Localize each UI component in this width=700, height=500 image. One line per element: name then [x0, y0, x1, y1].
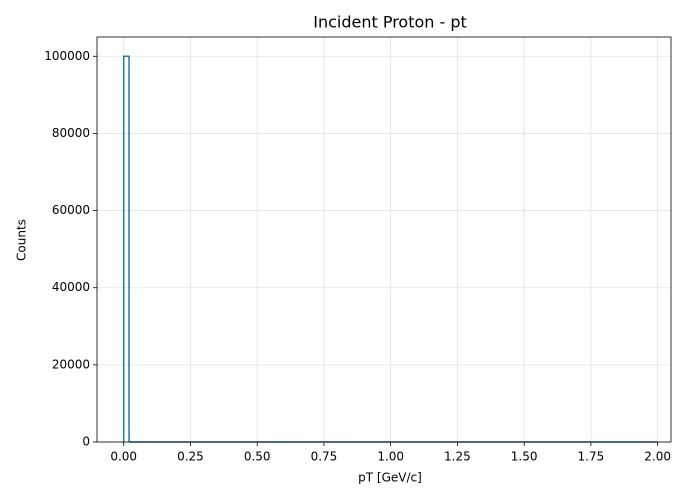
y-tick-label: 60000	[52, 203, 90, 217]
x-tick-label: 1.50	[511, 450, 538, 464]
x-tick-label: 0.00	[110, 450, 137, 464]
plot-frame	[96, 36, 672, 443]
x-tick-label: 1.00	[377, 450, 404, 464]
y-tick-label: 20000	[52, 357, 90, 371]
x-tick-label: 0.75	[311, 450, 338, 464]
x-axis-label: pT [GeV/c]	[358, 471, 422, 485]
x-tick-label: 1.25	[444, 450, 471, 464]
x-tick-label: 2.00	[644, 450, 671, 464]
y-tick-label: 80000	[52, 126, 90, 140]
y-tick-label: 100000	[44, 49, 90, 63]
y-tick-label: 40000	[52, 280, 90, 294]
x-tick-label: 0.50	[244, 450, 271, 464]
x-tick-label: 1.75	[578, 450, 605, 464]
x-tick-label: 0.25	[177, 450, 204, 464]
y-tick-label: 0	[82, 435, 90, 449]
y-axis-label: Counts	[15, 219, 29, 261]
histogram-bin	[122, 55, 130, 442]
chart-title: Incident Proton - pt	[313, 13, 467, 32]
